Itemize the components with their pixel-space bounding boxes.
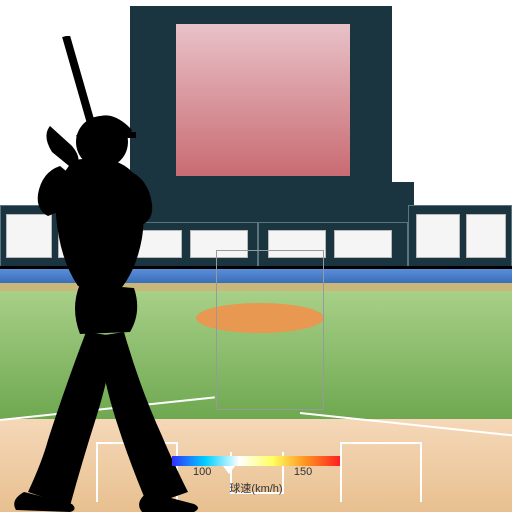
stand-window [334, 230, 392, 258]
pitch-chart-stage: 100 150 球速(km/h) [0, 0, 512, 512]
stand-window [416, 214, 460, 258]
legend-ticks: 100 150 [172, 466, 340, 480]
plate-line [340, 442, 420, 444]
plate-line [420, 442, 422, 502]
velocity-legend: 100 150 球速(km/h) [172, 456, 340, 496]
stand-window [466, 214, 506, 258]
legend-tick: 100 [193, 466, 211, 478]
batter-silhouette [0, 36, 240, 512]
legend-label: 球速(km/h) [172, 480, 340, 496]
plate-line [340, 442, 342, 502]
legend-gradient-bar [172, 456, 340, 466]
legend-tick: 150 [294, 466, 312, 478]
